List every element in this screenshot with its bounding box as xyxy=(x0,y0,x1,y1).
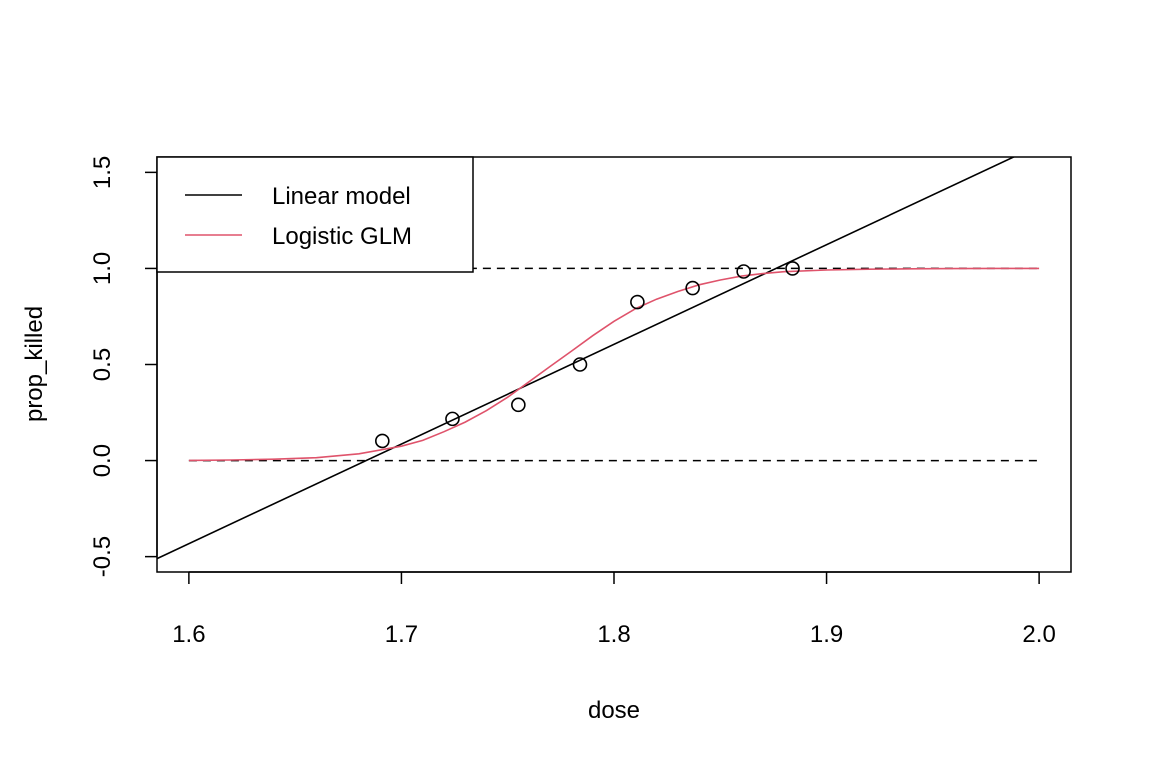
x-tick-label-1: 1.7 xyxy=(385,621,418,648)
series-line-0 xyxy=(157,157,1016,560)
x-tick-label-4: 2.0 xyxy=(1022,621,1055,648)
data-point-0 xyxy=(375,433,390,449)
legend: Linear model Logistic GLM xyxy=(156,156,474,273)
y-tick-label-2: 0.5 xyxy=(89,348,116,381)
data-point-5 xyxy=(685,280,700,296)
x-tick-label-3: 1.9 xyxy=(810,621,843,648)
series-layer xyxy=(157,157,1040,560)
reference-lines xyxy=(188,267,1040,462)
x-axis: 1.6 1.7 1.8 1.9 2.0 xyxy=(172,571,1056,648)
y-tick-label-1: 0.0 xyxy=(89,444,116,477)
y-tick-label-3: 1.0 xyxy=(89,252,116,285)
y-tick-label-4: 1.5 xyxy=(89,156,116,189)
legend-label-0: Linear model xyxy=(272,183,411,210)
x-tick-label-2: 1.8 xyxy=(597,621,630,648)
data-point-7 xyxy=(785,261,800,276)
legend-label-1: Logistic GLM xyxy=(272,223,412,250)
series-line-1 xyxy=(188,267,1040,462)
y-axis: -0.5 0.0 0.5 1.0 1.5 xyxy=(89,156,158,577)
data-point-6 xyxy=(736,264,751,279)
y-tick-label-0: -0.5 xyxy=(89,536,116,577)
data-point-4 xyxy=(630,294,645,310)
data-point-2 xyxy=(511,397,526,413)
y-axis-title: prop_killed xyxy=(21,306,48,422)
x-axis-title: dose xyxy=(588,697,640,724)
data-point-1 xyxy=(445,411,460,427)
x-tick-label-0: 1.6 xyxy=(172,621,205,648)
points-layer xyxy=(375,261,800,449)
data-point-3 xyxy=(572,357,588,372)
legend-box xyxy=(156,156,474,273)
